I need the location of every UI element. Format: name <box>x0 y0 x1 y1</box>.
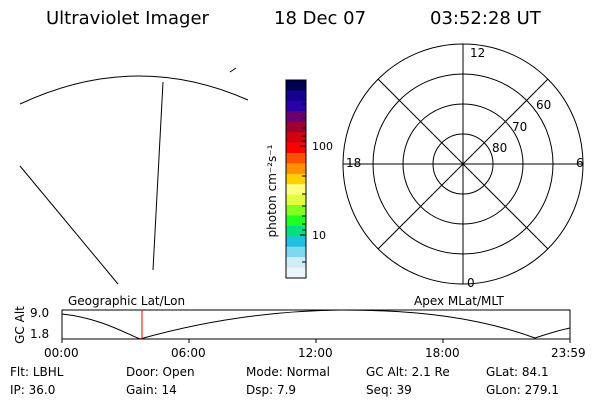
info-seq: Seq: 39 <box>366 383 412 397</box>
info-door: Door: Open <box>126 365 195 379</box>
time-label: 03:52:28 UT <box>430 8 541 29</box>
orbit-altitude-curve <box>61 309 571 340</box>
polar-label-bottom: 0 <box>467 276 475 290</box>
polar-lat-80: 80 <box>492 141 508 155</box>
color-scale-band <box>286 257 306 269</box>
timeline-x-tick-3: 18:00 <box>425 346 460 360</box>
horizon-arc <box>19 75 249 105</box>
info-gain: Gain: 14 <box>126 383 177 397</box>
color-scale-tick-10: 10 <box>312 229 326 242</box>
color-scale-band <box>286 246 306 258</box>
polar-label-top: 12 <box>470 46 486 60</box>
timeline-y-tick-low: 1.8 <box>30 327 50 341</box>
orbit-timeline-frame <box>61 309 571 340</box>
color-scale-band <box>286 111 306 123</box>
color-scale-band <box>286 100 306 112</box>
color-scale-bar <box>286 80 306 279</box>
info-mode: Mode: Normal <box>246 365 330 379</box>
color-scale-band <box>286 142 306 154</box>
timeline-x-tick-4: 23:59 <box>551 346 586 360</box>
color-scale-tick-100: 100 <box>312 140 333 153</box>
info-gc-alt: GC Alt: 2.1 Re <box>366 365 450 379</box>
info-glat: GLat: 84.1 <box>486 365 549 379</box>
timeline-x-tick-0: 00:00 <box>44 346 79 360</box>
color-scale-band <box>286 152 306 164</box>
timeline-y-tick-high: 9.0 <box>30 306 50 320</box>
instrument-title: Ultraviolet Imager <box>46 8 209 29</box>
date-label: 18 Dec 07 <box>274 8 367 29</box>
color-scale-unit-label: photon cm⁻²s⁻¹ <box>265 144 279 238</box>
color-scale-band <box>286 121 306 133</box>
color-scale-ticks <box>300 103 306 263</box>
timeline-x-tick-1: 06:00 <box>171 346 206 360</box>
color-scale-band <box>286 205 306 217</box>
timeline-right-title: Apex MLat/MLT <box>414 294 504 308</box>
color-scale-band <box>286 163 306 175</box>
timeline-x-ticks <box>61 339 571 343</box>
color-scale-band <box>286 132 306 144</box>
timeline-x-tick-2: 12:00 <box>298 346 333 360</box>
timeline-left-title: Geographic Lat/Lon <box>68 294 186 308</box>
polar-lat-60: 60 <box>536 98 552 112</box>
color-scale-band <box>286 267 306 279</box>
diagonal-line <box>19 165 119 285</box>
geographic-projection-panel <box>19 67 249 285</box>
timeline-y-label: GC Alt <box>13 306 27 344</box>
color-scale-band <box>286 184 306 196</box>
color-scale-band <box>286 215 306 227</box>
info-ip: IP: 36.0 <box>10 383 56 397</box>
horizon-arc-fragment <box>229 67 237 73</box>
info-glon: GLon: 279.1 <box>486 383 559 397</box>
polar-grid <box>342 43 584 285</box>
polar-label-right: 6 <box>576 156 584 170</box>
color-scale-band <box>286 194 306 206</box>
color-scale-band <box>286 90 306 102</box>
info-filter: Flt: LBHL <box>10 365 64 379</box>
color-scale-band <box>286 225 306 237</box>
polar-lat-70: 70 <box>512 120 528 134</box>
color-scale-band <box>286 80 306 92</box>
color-scale-band <box>286 173 306 185</box>
color-scale-band <box>286 236 306 248</box>
color-scale-frame <box>285 79 307 279</box>
meridian-line <box>152 81 164 271</box>
polar-diagonal-2 <box>377 78 549 250</box>
info-dsp: Dsp: 7.9 <box>246 383 297 397</box>
polar-label-left: 18 <box>346 156 362 170</box>
